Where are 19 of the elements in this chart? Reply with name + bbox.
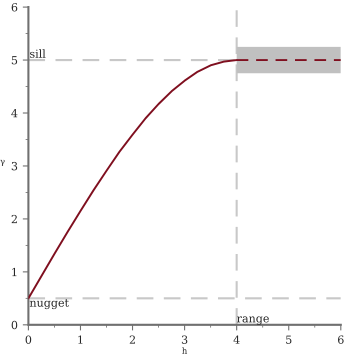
y-axis-title: γ — [0, 160, 5, 166]
x-tick-label: 2 — [130, 335, 135, 344]
x-tick-label: 0 — [26, 335, 32, 344]
y-tick-label: 6 — [12, 3, 18, 12]
y-tick-label: 3 — [12, 162, 18, 170]
x-tick-label: 4 — [233, 335, 240, 344]
x-tick-label: 3 — [182, 335, 188, 344]
y-tick-label: 5 — [12, 56, 18, 64]
x-tick-label: 6 — [338, 335, 344, 344]
y-tick-label: 4 — [11, 108, 18, 118]
ref-line-label: sill — [30, 49, 46, 58]
x-tick-label: 5 — [286, 336, 292, 344]
y-tick-label: 0 — [12, 320, 18, 330]
y-tick-label: 1 — [12, 268, 16, 276]
y-tick-label: 2 — [12, 214, 17, 224]
x-axis-title: h — [182, 347, 188, 354]
ref-line-label: nugget — [30, 299, 69, 310]
ref-line-label: range — [237, 316, 269, 325]
x-tick-label: 1 — [78, 335, 82, 344]
